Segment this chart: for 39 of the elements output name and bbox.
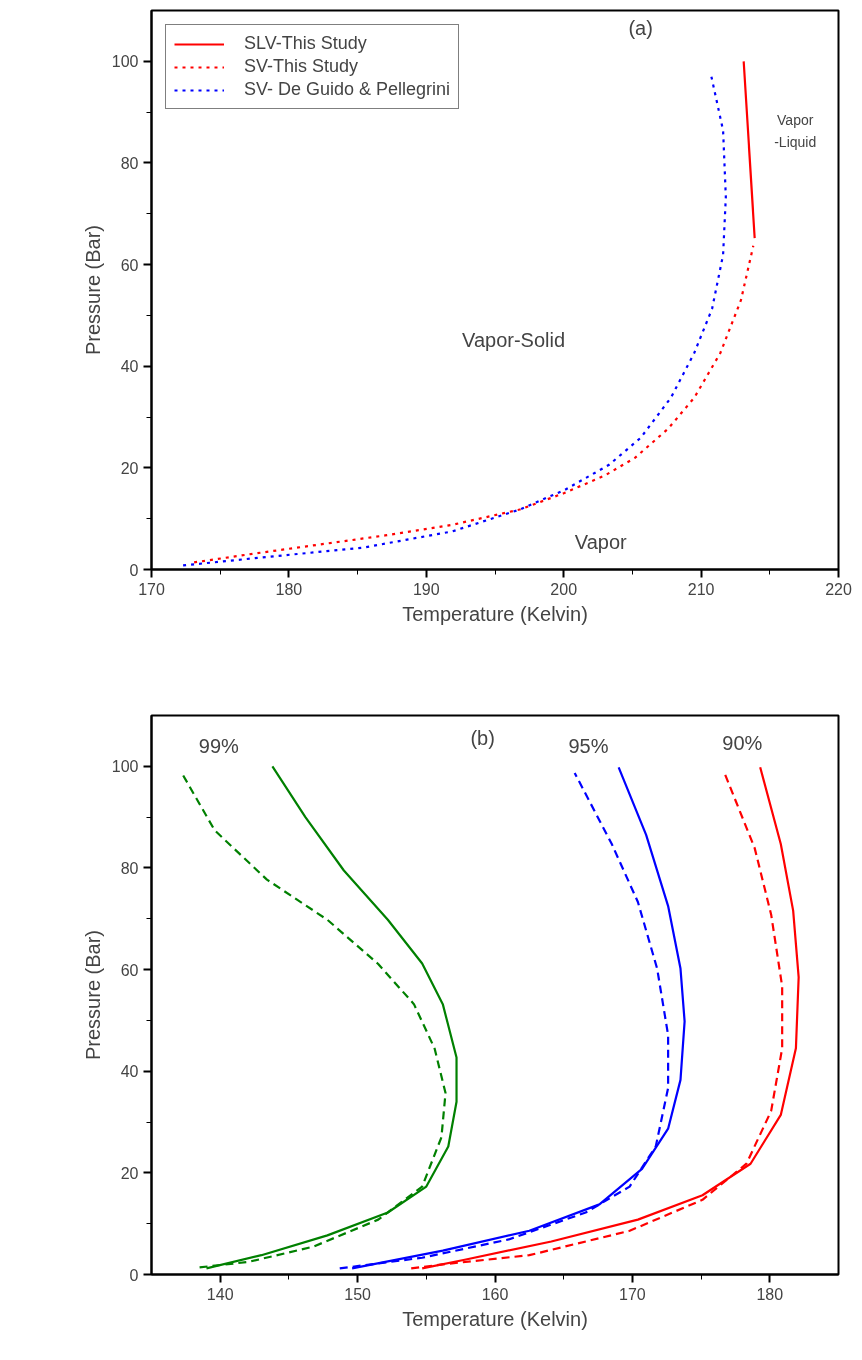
line-series: [192, 244, 755, 564]
y-tick-label: 60: [120, 256, 139, 274]
y-axis-title: Pressure (Bar): [81, 224, 104, 356]
x-tick-label: 220: [825, 580, 852, 598]
x-axis-title: Temperature (Kelvin): [402, 602, 588, 625]
legend-label: SV- De Guido & Pellegrini: [244, 79, 451, 100]
y-tick-label: 60: [120, 961, 139, 979]
x-axis-title: Temperature (Kelvin): [402, 1307, 588, 1330]
legend-label: SLV-This Study: [244, 33, 367, 54]
annotation: Vapor-Solid: [462, 328, 566, 351]
y-axis-title: Pressure (Bar): [81, 929, 104, 1061]
y-tick-label: 0: [129, 561, 139, 579]
x-tick-label: 180: [275, 580, 303, 598]
annotation: 90%: [722, 732, 763, 755]
y-tick-label: 80: [120, 154, 139, 172]
y-tick-label: 20: [120, 1164, 139, 1182]
annotation: Vapor: [574, 530, 628, 553]
x-tick-label: 160: [481, 1285, 509, 1303]
annotation: Vapor -Liquid: [774, 111, 817, 150]
y-tick-label: 100: [111, 758, 139, 776]
legend-label: SV-This Study: [244, 56, 359, 77]
x-tick-label: 200: [550, 580, 578, 598]
annotation: 95%: [568, 734, 609, 757]
y-tick-label: 40: [120, 358, 139, 376]
y-tick-label: 20: [120, 459, 139, 477]
annotation: 99%: [198, 734, 240, 757]
annotation: (b): [470, 727, 495, 750]
y-tick-label: 0: [129, 1266, 139, 1284]
x-tick-label: 210: [687, 580, 715, 598]
x-tick-label: 170: [138, 580, 165, 598]
x-tick-label: 140: [206, 1285, 234, 1303]
x-tick-label: 180: [756, 1285, 784, 1303]
y-tick-label: 80: [120, 859, 139, 877]
y-tick-label: 40: [120, 1063, 139, 1081]
x-tick-label: 190: [412, 580, 440, 598]
annotation: (a): [628, 17, 653, 40]
y-tick-label: 100: [111, 53, 139, 71]
x-tick-label: 170: [619, 1285, 646, 1303]
x-tick-label: 150: [344, 1285, 372, 1303]
